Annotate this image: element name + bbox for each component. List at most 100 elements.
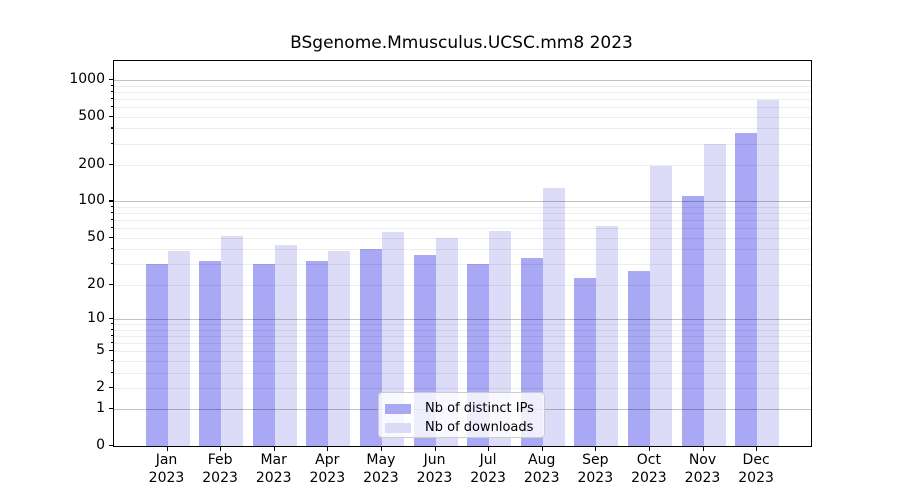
x-tick-year: 2023	[148, 469, 185, 486]
x-tick-mark	[648, 446, 651, 451]
x-tick-label-may: May 2023	[341, 452, 421, 487]
y-tick-label: 500	[78, 107, 105, 124]
bar-downloads-jan	[167, 250, 190, 446]
y-tick-label: 100	[78, 192, 105, 209]
y-minor-tick-mark	[110, 386, 113, 388]
y-minor-tick-mark	[110, 115, 113, 117]
distinct-ips-swatch	[385, 403, 411, 414]
y-minor-tick-mark	[110, 341, 113, 344]
x-tick-label-apr: Apr 2023	[287, 452, 367, 487]
x-tick-year: 2023	[523, 469, 560, 486]
x-tick-month: Aug	[528, 452, 556, 468]
x-tick-mark	[220, 446, 222, 451]
y-minor-tick-mark	[110, 105, 113, 108]
x-tick-mark	[756, 446, 758, 451]
y-minor-tick-mark	[110, 334, 113, 336]
x-tick-label-jul: Jul 2023	[448, 452, 528, 487]
gridline-minor	[114, 342, 811, 344]
y-minor-tick-mark	[110, 205, 113, 208]
y-minor-tick-mark	[110, 97, 113, 99]
x-tick-year: 2023	[577, 469, 614, 486]
y-minor-tick-mark	[110, 371, 113, 373]
bar-downloads-mar	[274, 245, 297, 446]
bar-distinct-ips-mar	[252, 264, 275, 446]
gridline-minor	[114, 284, 811, 286]
x-tick-year: 2023	[416, 469, 453, 486]
x-tick-month: Sep	[582, 452, 609, 468]
gridline-minor	[114, 329, 811, 331]
x-tick-year: 2023	[309, 469, 346, 486]
gridline-minor	[114, 98, 811, 100]
gridline-minor	[114, 228, 811, 230]
y-minor-tick-mark	[110, 219, 113, 221]
y-minor-tick-mark	[110, 236, 113, 238]
x-tick-month: Oct	[636, 452, 661, 468]
y-tick-label: 0	[96, 437, 105, 453]
legend-label-distinct-ips: Nb of distinct IPs	[425, 401, 534, 416]
x-tick-mark	[380, 446, 383, 451]
bar-downloads-aug	[542, 187, 565, 446]
y-minor-tick-mark	[110, 212, 113, 214]
y-tick-mark	[108, 445, 113, 447]
bar-downloads-feb	[221, 235, 244, 446]
y-minor-tick-mark	[110, 127, 113, 129]
gridline-minor	[114, 213, 811, 215]
y-tick-label: 1000	[69, 70, 105, 87]
y-tick-label: 10	[87, 309, 105, 326]
y-tick-label: 200	[78, 156, 105, 172]
x-tick-mark	[488, 446, 490, 451]
bar-distinct-ips-apr	[306, 260, 329, 446]
legend-item-distinct-ips: Nb of distinct IPs	[385, 399, 544, 418]
gridline-minor	[114, 324, 811, 325]
gridline-minor	[114, 351, 811, 353]
y-tick-mark	[108, 317, 113, 320]
x-tick-year: 2023	[255, 469, 292, 486]
x-tick-mark	[166, 446, 168, 451]
gridline-minor	[114, 335, 811, 337]
y-minor-tick-mark	[110, 323, 113, 325]
y-minor-tick-mark	[110, 328, 113, 330]
x-tick-month: Mar	[260, 452, 287, 468]
plot-area	[113, 60, 812, 447]
x-tick-label-aug: Aug 2023	[502, 452, 582, 487]
y-tick-label: 20	[87, 275, 105, 292]
x-tick-month: Feb	[207, 452, 233, 468]
x-tick-mark	[434, 446, 436, 451]
gridline-minor	[114, 106, 811, 108]
y-tick-mark	[108, 408, 113, 410]
x-tick-mark	[273, 446, 275, 451]
x-tick-year: 2023	[631, 469, 667, 486]
gridline-minor	[114, 91, 811, 93]
x-tick-month: Jul	[479, 452, 497, 468]
bar-downloads-apr	[328, 250, 351, 446]
x-tick-year: 2023	[202, 469, 238, 486]
x-tick-year: 2023	[684, 469, 721, 486]
gridline-minor	[114, 206, 811, 208]
bar-downloads-oct	[649, 166, 672, 446]
x-tick-mark	[702, 446, 704, 451]
y-tick-label: 1	[96, 400, 105, 417]
y-minor-tick-mark	[110, 248, 113, 250]
x-tick-year: 2023	[738, 469, 774, 486]
y-minor-tick-mark	[110, 142, 113, 144]
gridline-major	[114, 79, 811, 81]
gridline-minor	[114, 372, 811, 374]
gridline-minor	[114, 220, 811, 222]
y-minor-tick-mark	[110, 227, 113, 229]
x-tick-month: Jan	[155, 452, 178, 468]
y-minor-tick-mark	[110, 283, 113, 285]
legend: Nb of distinct IPs Nb of downloads	[378, 392, 545, 438]
bar-downloads-sep	[596, 225, 619, 446]
y-minor-tick-mark	[110, 350, 113, 352]
y-tick-label: 2	[96, 378, 105, 395]
x-tick-month: Nov	[688, 452, 717, 468]
bar-downloads-dec	[757, 99, 780, 446]
gridline-minor	[114, 360, 811, 362]
bar-distinct-ips-jan	[145, 264, 168, 446]
x-tick-label-nov: Nov 2023	[663, 452, 743, 487]
y-tick-label: 50	[87, 228, 105, 245]
gridline-minor	[114, 165, 811, 166]
y-tick-mark	[108, 200, 113, 202]
gridline-minor	[114, 143, 811, 145]
x-tick-month: May	[366, 452, 396, 468]
